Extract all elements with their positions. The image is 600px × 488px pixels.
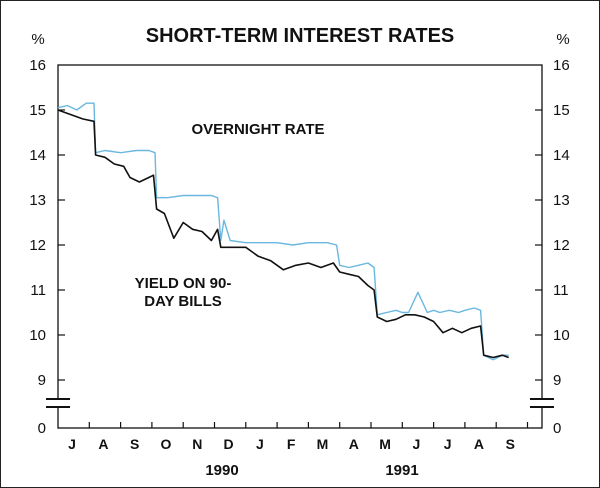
y-tick-label-right: 12	[553, 237, 570, 254]
x-month-label: D	[224, 436, 234, 452]
x-month-label: M	[379, 436, 391, 452]
x-month-label: J	[68, 436, 76, 452]
y-tick-label-right: 9	[553, 372, 561, 389]
x-month-label: A	[474, 436, 484, 452]
x-month-label: J	[412, 436, 420, 452]
x-month-label: O	[161, 436, 172, 452]
y-unit-right: %	[556, 31, 569, 48]
annotation-overnight-rate: OVERNIGHT RATE	[191, 121, 324, 138]
y-tick-label-right: 11	[553, 282, 569, 299]
x-ticks	[88, 422, 529, 428]
axis-break-left-gap	[48, 398, 68, 408]
x-month-label: M	[317, 436, 329, 452]
year-label-1990: 1990	[205, 462, 238, 479]
x-month-label: S	[130, 436, 139, 452]
y-tick-label-left: 0	[38, 420, 46, 437]
x-month-label: S	[506, 436, 515, 452]
series-line-overnight-rate	[57, 102, 509, 361]
y-tick-label-left: 11	[30, 282, 46, 299]
y-unit-left: %	[31, 31, 44, 48]
y-tick-label-left: 16	[29, 57, 46, 74]
annotation-bills-line-1: YIELD ON 90-	[135, 275, 232, 292]
series-lines	[57, 102, 509, 361]
y-tick-label-left: 9	[38, 372, 46, 389]
plot-area	[57, 64, 543, 429]
y-tick-label-right: 16	[553, 57, 570, 74]
y-tick-label-left: 15	[29, 102, 46, 119]
x-month-label: A	[98, 436, 108, 452]
y-tick-label-right: 0	[553, 420, 561, 437]
annotation-bills-line-2: DAY BILLS	[144, 293, 222, 310]
y-tick-label-left: 13	[29, 192, 46, 209]
y-tick-label-left: 10	[29, 327, 46, 344]
y-ticks-right: 16 15 14 13 12 11 10 9 0	[535, 57, 570, 437]
y-tick-label-left: 12	[29, 237, 46, 254]
axis-breaks	[46, 398, 554, 408]
y-tick-label-right: 13	[553, 192, 570, 209]
y-ticks-left: 16 15 14 13 12 11 10 9 0	[29, 57, 65, 437]
y-tick-label-left: 14	[29, 147, 46, 164]
year-label-1991: 1991	[385, 462, 418, 479]
x-month-label: A	[349, 436, 359, 452]
x-month-label: J	[256, 436, 264, 452]
y-tick-label-right: 15	[553, 102, 570, 119]
series-line-90-day-bills	[57, 109, 509, 359]
y-tick-label-right: 14	[553, 147, 570, 164]
axis-break-right-gap	[532, 398, 552, 408]
chart-title: SHORT-TERM INTEREST RATES	[146, 25, 455, 47]
x-month-label: J	[444, 436, 452, 452]
x-month-label: N	[192, 436, 202, 452]
y-tick-label-right: 10	[553, 327, 570, 344]
x-month-label: F	[287, 436, 296, 452]
